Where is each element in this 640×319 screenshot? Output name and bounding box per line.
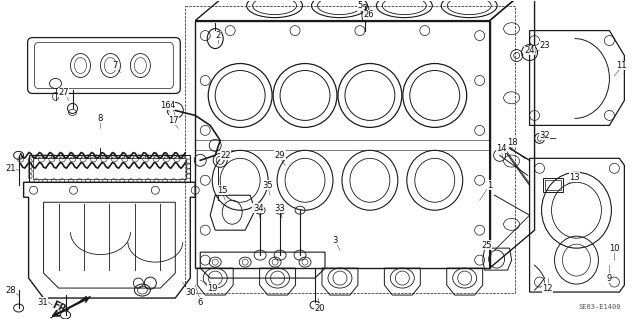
Text: FR·: FR· [51,300,71,316]
Text: 35: 35 [263,181,273,190]
Text: 27: 27 [58,88,69,97]
Text: 30: 30 [185,287,196,297]
Text: 25: 25 [481,241,492,250]
Text: 5: 5 [357,1,362,10]
Text: 3: 3 [332,236,338,245]
Text: 10: 10 [609,244,620,253]
Text: 2: 2 [216,31,221,40]
Polygon shape [51,296,90,318]
Text: 34: 34 [253,204,264,213]
Text: 21: 21 [5,164,16,173]
Text: 32: 32 [540,131,550,140]
Text: 28: 28 [5,286,16,294]
Text: 1: 1 [487,181,492,190]
Bar [545,180,561,190]
Text: 9: 9 [607,274,612,283]
Bar [543,178,563,192]
Text: 11: 11 [616,61,627,70]
Text: SE03-E1400: SE03-E1400 [579,304,621,310]
Text: 33: 33 [275,204,285,213]
Text: 7: 7 [113,61,118,70]
Text: 23: 23 [540,41,550,50]
Text: 31: 31 [37,298,48,307]
Text: 22: 22 [220,151,230,160]
Text: 24: 24 [524,46,535,55]
Text: 18: 18 [508,138,518,147]
Text: 29: 29 [275,151,285,160]
Text: 20: 20 [315,303,325,313]
Bar [185,6,515,293]
Text: 16: 16 [160,101,171,110]
Text: 14: 14 [497,144,507,153]
Text: 13: 13 [569,173,580,182]
Text: 12: 12 [542,284,553,293]
Text: 19: 19 [207,284,218,293]
Text: 26: 26 [364,10,374,19]
Text: 6: 6 [198,298,203,307]
Text: 15: 15 [217,186,227,195]
Text: 8: 8 [98,114,103,123]
Text: 4: 4 [170,101,175,110]
Text: 17: 17 [168,116,179,125]
